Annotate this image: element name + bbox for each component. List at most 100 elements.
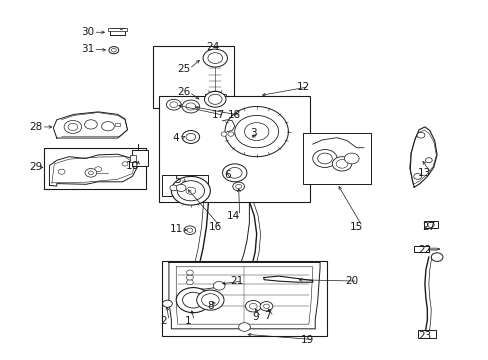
Circle shape <box>245 301 261 312</box>
Circle shape <box>425 158 431 163</box>
Text: 24: 24 <box>206 42 219 51</box>
Circle shape <box>196 290 224 310</box>
Bar <box>153 45 233 108</box>
Bar <box>110 28 125 35</box>
Text: 22: 22 <box>417 245 430 255</box>
Text: 8: 8 <box>206 301 213 311</box>
Circle shape <box>109 46 119 54</box>
Circle shape <box>169 102 177 108</box>
Circle shape <box>238 323 250 331</box>
Text: 26: 26 <box>177 87 190 97</box>
Circle shape <box>85 168 97 177</box>
Text: 2: 2 <box>160 316 166 325</box>
Circle shape <box>68 123 78 131</box>
Bar <box>161 261 327 336</box>
Circle shape <box>88 171 93 175</box>
Circle shape <box>260 302 272 311</box>
Text: 11: 11 <box>169 225 183 234</box>
Circle shape <box>249 303 257 309</box>
Circle shape <box>430 253 442 261</box>
Text: 1: 1 <box>185 316 191 325</box>
Circle shape <box>183 226 195 234</box>
Circle shape <box>222 164 246 182</box>
Text: 16: 16 <box>208 222 222 232</box>
Circle shape <box>344 153 358 164</box>
Circle shape <box>186 270 193 275</box>
Circle shape <box>111 48 116 52</box>
Circle shape <box>317 153 331 164</box>
Text: 7: 7 <box>264 311 271 321</box>
Bar <box>161 175 207 196</box>
Circle shape <box>58 169 65 174</box>
Text: 17: 17 <box>212 111 225 121</box>
Text: 27: 27 <box>421 222 434 231</box>
Bar <box>130 155 136 162</box>
Text: 4: 4 <box>173 133 179 143</box>
Circle shape <box>182 292 203 308</box>
Text: 10: 10 <box>125 161 139 171</box>
Circle shape <box>234 132 240 136</box>
Text: 25: 25 <box>177 64 190 74</box>
Bar <box>188 186 203 190</box>
Bar <box>303 134 370 184</box>
Bar <box>204 94 225 105</box>
Circle shape <box>413 174 421 179</box>
Circle shape <box>235 184 241 189</box>
Bar <box>417 330 435 338</box>
Text: 19: 19 <box>301 334 314 345</box>
Circle shape <box>162 300 172 307</box>
Text: 5: 5 <box>174 175 181 185</box>
Text: 21: 21 <box>230 276 244 286</box>
Text: 31: 31 <box>81 44 94 54</box>
Circle shape <box>185 134 195 140</box>
Circle shape <box>234 116 278 148</box>
Circle shape <box>331 157 351 171</box>
Circle shape <box>182 131 199 143</box>
Bar <box>115 123 120 126</box>
Circle shape <box>95 167 102 172</box>
Circle shape <box>232 182 244 191</box>
Text: 13: 13 <box>417 168 430 178</box>
Circle shape <box>416 132 424 138</box>
Circle shape <box>213 282 224 290</box>
Circle shape <box>204 91 225 107</box>
Bar <box>413 246 428 252</box>
Circle shape <box>248 132 254 136</box>
Circle shape <box>64 121 81 134</box>
Circle shape <box>177 181 204 201</box>
Circle shape <box>201 294 219 307</box>
Text: 30: 30 <box>81 27 94 37</box>
Circle shape <box>176 288 210 313</box>
Bar <box>159 96 310 202</box>
Text: 6: 6 <box>224 170 230 180</box>
Circle shape <box>241 132 247 136</box>
Circle shape <box>171 176 210 205</box>
Circle shape <box>185 103 195 110</box>
Circle shape <box>221 132 226 136</box>
Circle shape <box>227 167 242 178</box>
Text: 28: 28 <box>29 122 42 132</box>
Circle shape <box>169 185 177 191</box>
Text: 14: 14 <box>227 211 240 221</box>
Text: 29: 29 <box>29 162 42 172</box>
Circle shape <box>335 159 347 168</box>
Circle shape <box>312 149 336 167</box>
Circle shape <box>203 49 227 67</box>
Bar <box>217 127 259 141</box>
Circle shape <box>186 228 192 232</box>
Circle shape <box>186 275 193 280</box>
Bar <box>108 28 127 31</box>
Text: 20: 20 <box>345 276 358 286</box>
Bar <box>185 127 195 132</box>
Bar <box>132 149 148 166</box>
Circle shape <box>227 132 233 136</box>
Circle shape <box>176 184 185 192</box>
Circle shape <box>122 162 128 166</box>
Circle shape <box>182 100 199 113</box>
Circle shape <box>207 53 222 63</box>
Text: 12: 12 <box>296 82 309 92</box>
Circle shape <box>166 99 181 110</box>
Polygon shape <box>264 276 312 282</box>
Circle shape <box>208 94 222 104</box>
Circle shape <box>263 304 269 309</box>
